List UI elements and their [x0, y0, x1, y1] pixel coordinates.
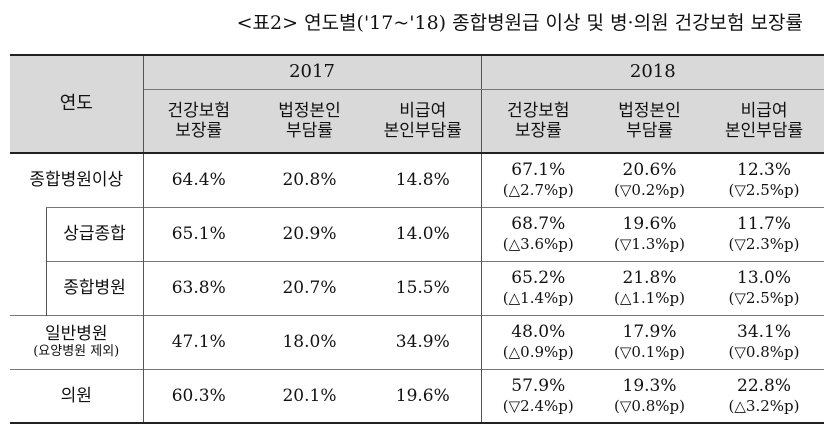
indent-cell [10, 261, 46, 315]
value: 65.2% [511, 268, 566, 288]
caption-text: <표2> 연도별('17~'18) 종합병원급 이상 및 병·의원 건강보험 보… [236, 12, 803, 34]
cell-2017-statutory: 20.7% [254, 260, 365, 315]
row-label: 일반병원 (요양병원 제외) [10, 314, 144, 369]
cell-2017-coverage: 47.1% [143, 314, 254, 369]
table-row: 종합병원 63.8% 20.7% 15.5% 65.2% (△1.4%p) 21.… [10, 260, 825, 315]
table-row: 상급종합 65.1% 20.9% 14.0% 68.7% (△3.6%p) 19.… [10, 206, 825, 261]
year-header-2017: 2017 [143, 54, 482, 90]
col-label: 비급여 본인부담률 [724, 100, 804, 141]
delta: (▽2.4%p) [502, 396, 574, 415]
row-header-year: 연도 [10, 54, 144, 153]
row-label: 상급종합 [45, 206, 144, 261]
col-label: 비급여 본인부담률 [383, 100, 462, 141]
delta: (△2.7%p) [502, 181, 574, 200]
delta: (▽0.2%p) [614, 181, 685, 200]
col-header-2018-coverage: 건강보험 보장률 [481, 89, 596, 153]
cell-2017-statutory: 18.0% [254, 314, 365, 369]
cell-2017-coverage: 63.8% [143, 260, 254, 315]
coverage-rate-table: 연도 2017 2018 건강보험 보장률 법정본인 부담률 비급여 본인부담률… [10, 54, 825, 424]
value: 21.8% [622, 268, 677, 288]
cell-2018-statutory: 20.6% (▽0.2%p) [595, 152, 705, 207]
table-row: 의원 60.3% 20.1% 19.6% 57.9% (▽2.4%p) 19.3%… [10, 368, 825, 424]
cell-2017-nonbenefit: 19.6% [365, 368, 482, 424]
cell-2018-statutory: 19.3% (▽0.8%p) [595, 368, 705, 424]
delta: (△0.9%p) [502, 343, 574, 361]
col-label: 법정본인 부담률 [278, 100, 341, 141]
cell-2018-coverage: 67.1% (△2.7%p) [481, 152, 596, 207]
row-label-main: 일반병원 [44, 324, 108, 344]
cell-2017-nonbenefit: 15.5% [365, 260, 482, 315]
value: 34.1% [737, 322, 792, 342]
delta: (△3.6%p) [502, 235, 574, 253]
cell-2017-coverage: 65.1% [143, 206, 254, 261]
indent-cell [10, 207, 46, 261]
value: 20.6% [622, 160, 677, 181]
cell-2017-nonbenefit: 34.9% [365, 314, 482, 369]
delta: (▽0.8%p) [614, 396, 685, 415]
value: 19.3% [622, 375, 677, 396]
cell-2018-coverage: 48.0% (△0.9%p) [481, 314, 596, 369]
cell-2017-coverage: 60.3% [143, 368, 254, 424]
delta: (△1.1%p) [614, 289, 685, 307]
row-label: 종합병원 [45, 260, 144, 315]
value: 67.1% [511, 160, 566, 181]
cell-2018-nonbenefit: 11.7% (▽2.3%p) [704, 206, 825, 261]
row-label: 종합병원이상 [10, 152, 144, 207]
cell-2018-statutory: 17.9% (▽0.1%p) [595, 314, 705, 369]
cell-2018-nonbenefit: 34.1% (▽0.8%p) [704, 314, 825, 369]
value: 22.8% [737, 375, 792, 396]
cell-2018-coverage: 65.2% (△1.4%p) [481, 260, 596, 315]
value: 48.0% [511, 322, 566, 342]
cell-2018-coverage: 57.9% (▽2.4%p) [481, 368, 596, 424]
value: 68.7% [511, 214, 566, 234]
delta: (▽0.1%p) [614, 343, 685, 361]
cell-2018-nonbenefit: 22.8% (△3.2%p) [704, 368, 825, 424]
cell-2017-statutory: 20.9% [254, 206, 365, 261]
col-header-2017-statutory: 법정본인 부담률 [254, 89, 365, 153]
cell-2017-coverage: 64.4% [143, 152, 254, 207]
cell-2018-coverage: 68.7% (△3.6%p) [481, 206, 596, 261]
value: 17.9% [622, 322, 677, 342]
table-row: 종합병원이상 64.4% 20.8% 14.8% 67.1% (△2.7%p) 2… [10, 152, 825, 207]
col-header-2018-nonbenefit: 비급여 본인부담률 [704, 89, 825, 153]
value: 19.6% [622, 214, 677, 234]
delta: (▽2.5%p) [728, 289, 800, 307]
col-label: 법정본인 부담률 [618, 100, 681, 141]
row-label: 의원 [10, 368, 144, 424]
cell-2017-statutory: 20.8% [254, 152, 365, 207]
year-header-2018: 2018 [481, 54, 825, 90]
value: 57.9% [511, 375, 566, 396]
cell-2018-nonbenefit: 13.0% (▽2.5%p) [704, 260, 825, 315]
row-label-sub: (요양병원 제외) [33, 344, 120, 359]
delta: (▽1.3%p) [614, 235, 685, 253]
value: 11.7% [737, 214, 792, 234]
delta: (△1.4%p) [502, 289, 574, 307]
delta: (△3.2%p) [728, 396, 800, 415]
col-header-2017-nonbenefit: 비급여 본인부담률 [365, 89, 482, 153]
table-row: 일반병원 (요양병원 제외) 47.1% 18.0% 34.9% 48.0% (△… [10, 314, 825, 369]
cell-2017-statutory: 20.1% [254, 368, 365, 424]
col-header-2018-statutory: 법정본인 부담률 [595, 89, 705, 153]
cell-2018-statutory: 21.8% (△1.1%p) [595, 260, 705, 315]
col-label: 건강보험 보장률 [167, 100, 231, 141]
value: 13.0% [737, 268, 792, 288]
cell-2018-nonbenefit: 12.3% (▽2.5%p) [704, 152, 825, 207]
col-header-2017-coverage: 건강보험 보장률 [143, 89, 254, 153]
delta: (▽2.5%p) [728, 181, 800, 200]
cell-2018-statutory: 19.6% (▽1.3%p) [595, 206, 705, 261]
table-caption: <표2> 연도별('17~'18) 종합병원급 이상 및 병·의원 건강보험 보… [0, 8, 833, 38]
delta: (▽0.8%p) [728, 343, 800, 361]
cell-2017-nonbenefit: 14.8% [365, 152, 482, 207]
value: 12.3% [737, 160, 792, 181]
delta: (▽2.3%p) [728, 235, 800, 253]
col-label: 건강보험 보장률 [507, 100, 570, 141]
cell-2017-nonbenefit: 14.0% [365, 206, 482, 261]
